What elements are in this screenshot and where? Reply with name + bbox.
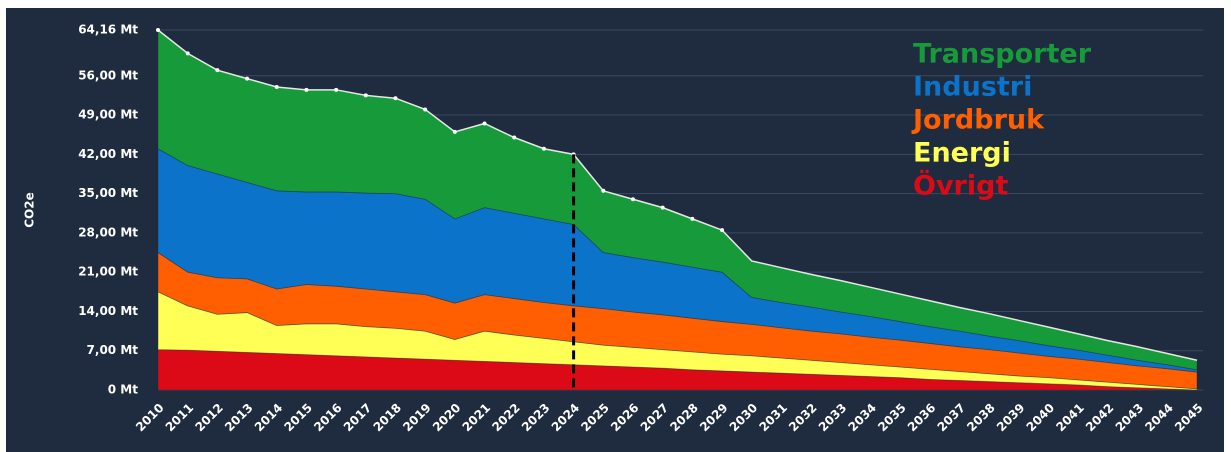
total-dot [630, 197, 635, 202]
legend-entry: Transporter [913, 39, 1092, 70]
total-dot [156, 28, 160, 32]
y-tick-label: 42,00 Mt [78, 147, 138, 161]
total-dot [512, 135, 517, 140]
total-line [157, 29, 1198, 361]
legend-entry: Industri [913, 72, 1032, 103]
total-dot [423, 107, 428, 112]
total-dot [690, 216, 695, 221]
total-dot [601, 188, 606, 193]
total-dot [304, 87, 309, 92]
y-axis-label: CO2e [23, 192, 37, 228]
y-tick-label: 14,00 Mt [78, 304, 138, 318]
y-tick-label: 56,00 Mt [78, 68, 138, 82]
y-tick-label: 0 Mt [108, 383, 138, 397]
legend-entry: Energi [913, 138, 1011, 169]
y-tick-label: 64,16 Mt [78, 23, 138, 37]
total-dot [274, 85, 279, 90]
total-dot [334, 87, 339, 92]
total-dot [363, 93, 368, 98]
total-dot [215, 68, 220, 73]
total-dot [541, 146, 546, 151]
total-dot [482, 121, 487, 126]
y-tick-label: 21,00 Mt [78, 265, 138, 279]
y-tick-label: 7,00 Mt [87, 343, 139, 357]
y-tick-label: 28,00 Mt [78, 225, 138, 239]
legend-entry: Övrigt [913, 169, 1008, 202]
total-dot [660, 205, 665, 210]
total-dot [720, 228, 725, 233]
total-dot [452, 129, 457, 134]
total-dot [185, 51, 190, 56]
total-dot [245, 76, 250, 81]
y-tick-label: 49,00 Mt [78, 108, 138, 122]
total-dot [393, 96, 398, 101]
y-tick-label: 35,00 Mt [78, 186, 138, 200]
legend-entry: Jordbruk [911, 105, 1045, 136]
